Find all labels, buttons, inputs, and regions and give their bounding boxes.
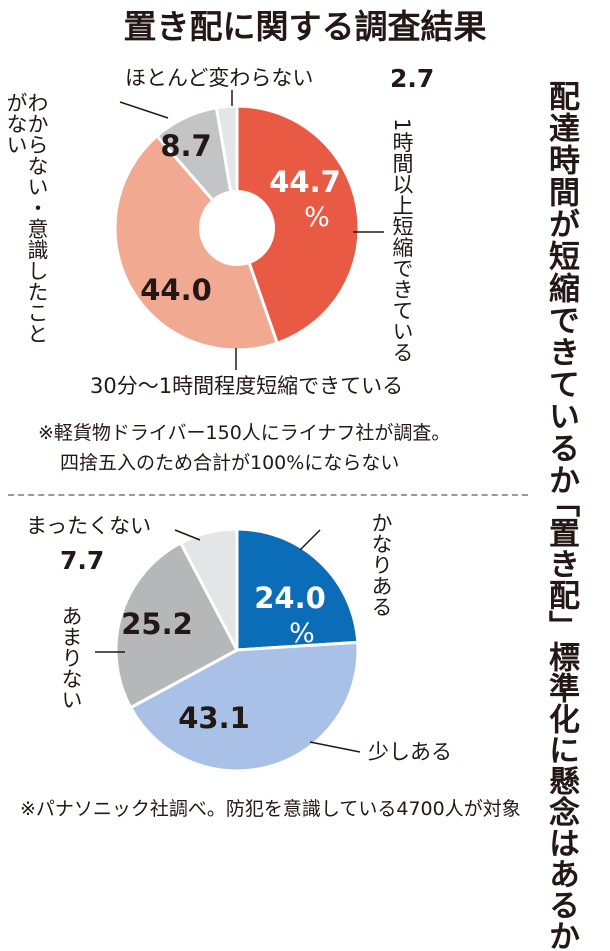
pie-charts: 44.7% 44.0 8.7 24.0% 43.1 25.2	[95, 90, 384, 773]
chart1-donut-hole	[199, 190, 275, 266]
chart1-value-2: 44.0	[140, 273, 212, 307]
chart1-heading: 配達時間が短縮できているか	[543, 80, 579, 496]
chart1-leader-line-3	[119, 101, 169, 119]
chart2-value-2: 43.1	[178, 701, 250, 735]
chart2-value-4: 7.7	[60, 546, 105, 575]
chart1-value-1: 44.7	[269, 165, 341, 199]
chart1-slice-1	[235, 104, 361, 346]
chart1-note-1: ※軽貨物ドライバー150人にライナフ社が調査。	[38, 422, 451, 444]
chart2-value-3: 25.2	[121, 607, 193, 641]
chart2-legend-label-1: かなりある	[369, 512, 393, 617]
chart2-leader-line-2	[309, 741, 361, 753]
chart2-slice-3	[114, 540, 240, 710]
chart2-leader-line-1	[299, 529, 321, 551]
chart1-value-3: 8.7	[160, 129, 211, 163]
chart2-slice-2	[128, 640, 360, 773]
chart2-unit-1: %	[289, 618, 315, 649]
chart2-heading: 「置き配」標準化に懸念はあるか	[543, 486, 579, 951]
chart1-legend-label-1: 1時間以上短縮できている	[390, 118, 414, 363]
chart2-legend-label-2: 少しある	[368, 740, 452, 764]
chart1-note-2: 四捨五入のため合計が100%にならない	[60, 452, 400, 474]
chart1-legend-label-4: ほとんど変わらない	[125, 66, 314, 90]
chart1-value-4: 2.7	[390, 64, 435, 93]
chart2-legend-label-3: あまりない	[59, 605, 83, 710]
chart2-leader-line-4	[174, 529, 201, 541]
section-divider	[8, 494, 528, 496]
chart1-legend-label-3: わからない・意識したことがない	[4, 92, 49, 344]
chart2-slice-4	[178, 527, 239, 651]
chart1-unit-1: %	[304, 202, 330, 233]
page-title: 置き配に関する調査結果	[123, 7, 487, 46]
chart2-slice-1	[235, 527, 360, 652]
chart2-legend-label-4: まったくない	[26, 514, 152, 538]
infographic: 置き配に関する調査結果 44.7% 44.0 8.7 24.0% 43.1 25.2 配達…	[4, 7, 579, 951]
chart2-note: ※パナソニック社調べ。防犯を意識している4700人が対象	[20, 798, 521, 820]
chart1-slice-2	[113, 133, 280, 352]
chart1-legend-label-2: 30分〜1時間程度短縮できている	[90, 374, 404, 398]
chart2-value-1: 24.0	[254, 581, 326, 615]
